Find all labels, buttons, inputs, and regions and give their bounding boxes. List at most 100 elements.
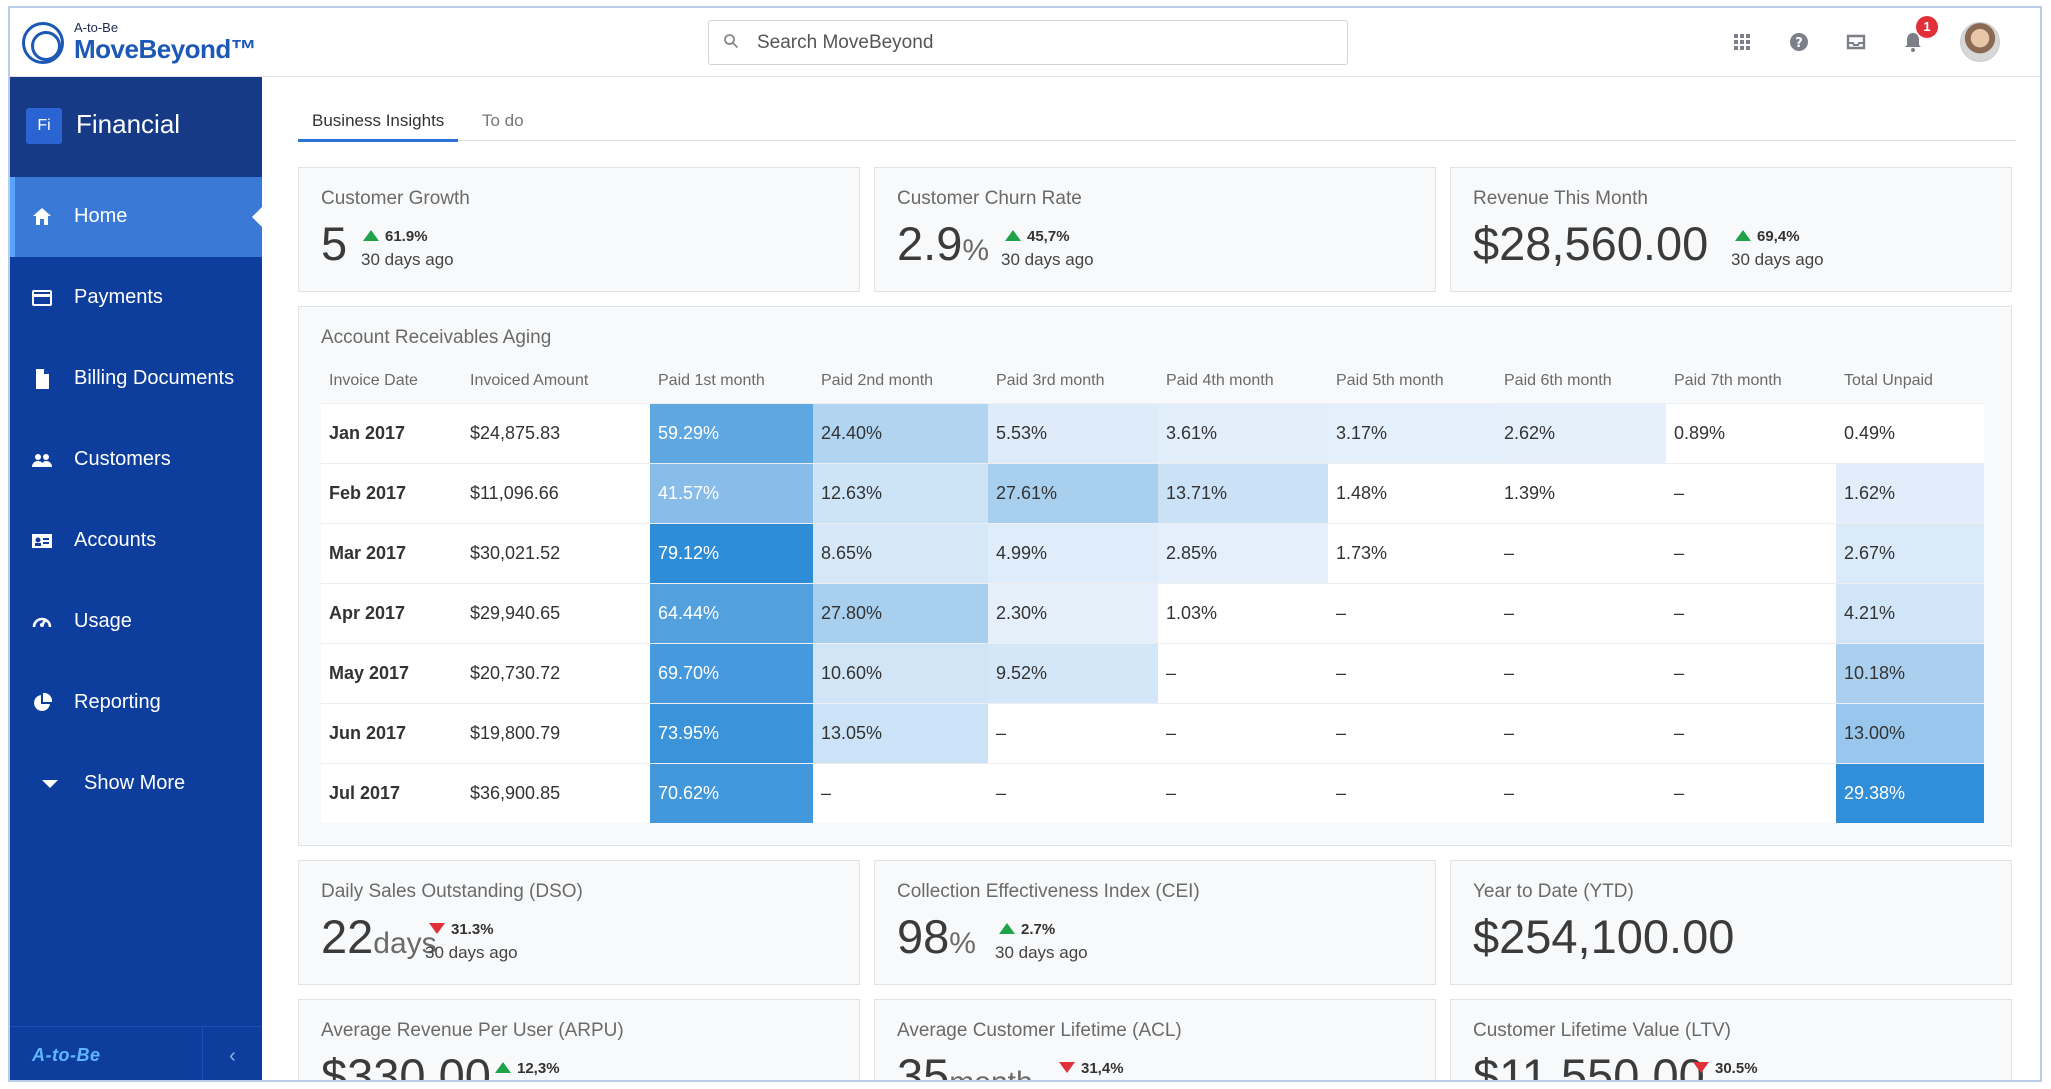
search-box[interactable] [708,20,1348,65]
paid-percent-cell: – [1496,702,1666,763]
paid-percent-cell: 3.17% [1328,402,1496,463]
paid-percent-cell: 69.70% [650,642,813,703]
kpi-period: 30 days ago [361,250,454,269]
kpi-delta: 31,4% [1059,1060,1124,1077]
notification-badge: 1 [1916,16,1938,38]
paid-percent-cell: 5.53% [988,402,1158,463]
sidebar-item-label: Payments [74,286,163,308]
search-input[interactable] [757,29,1317,57]
table-row: May 2017 $20,730.72 69.70% 10.60% 9.52% – – – –1… [321,642,1984,703]
trend-down-icon [1693,1062,1709,1073]
paid-percent-cell: 64.44% [650,582,813,643]
tab-bar: Business Insights To do [298,103,2016,142]
paid-percent-cell: 2.85% [1158,522,1328,583]
paid-percent-cell: – [1496,582,1666,643]
kpi-period: 30 days ago [1001,250,1094,269]
table-row: Jul 2017 $36,900.85 70.62% – – – – – –29.38% [321,762,1984,823]
kpi-revenue-this-month: Revenue This Month $28,560.00 69,4% 30 d… [1450,167,2012,292]
tab-to-do[interactable]: To do [482,111,524,130]
collapse-sidebar-button[interactable]: ‹ [202,1027,262,1080]
logo-company: A-to-Be [74,20,119,35]
sidebar-item-home[interactable]: Home [10,177,262,257]
sidebar-item-label: Customers [74,448,171,470]
module-title: Financial [76,109,181,139]
kpi-delta: 69,4% [1735,228,1800,245]
aging-card: Account Receivables Aging Invoice Date In… [298,306,2012,846]
avatar[interactable] [1960,22,2000,62]
module-header[interactable]: Fi Financial [10,77,262,177]
invoice-date-cell: May 2017 [321,642,462,703]
bell-icon[interactable] [1901,30,1925,54]
pie-icon [34,692,53,711]
paid-percent-cell: 2.30% [988,582,1158,643]
inbox-icon[interactable] [1844,30,1868,54]
sidebar-item-label: Billing Documents [74,367,235,389]
invoice-date-cell: Feb 2017 [321,462,462,523]
kpi-unit: % [949,927,976,960]
total-unpaid-cell: 1.62% [1836,462,1984,523]
paid-percent-cell: 4.99% [988,522,1158,583]
total-unpaid-cell: 13.00% [1836,702,1984,763]
paid-percent-cell: 79.12% [650,522,813,583]
sidebar-item-label: Reporting [74,691,161,713]
help-icon[interactable]: ? [1787,30,1811,54]
logo-product: MoveBeyond™ [74,34,257,64]
paid-percent-cell: – [1496,642,1666,703]
paid-percent-cell: 59.29% [650,402,813,463]
kpi-value: $330.00 [321,1049,491,1082]
invoiced-amount-cell: $29,940.65 [462,582,650,643]
caret-down-icon [42,780,58,788]
gauge-icon [32,617,52,628]
column-header: Paid 1st month [658,371,765,389]
kpi-dso: Daily Sales Outstanding (DSO) 22days 31.… [298,860,860,985]
app-logo[interactable]: A-to-Be MoveBeyond™ [22,18,257,70]
home-icon [33,208,51,225]
kpi-period: 30 days ago [425,943,518,962]
kpi-title: Average Customer Lifetime (ACL) [897,1020,1182,1041]
paid-percent-cell: 27.80% [813,582,988,643]
kpi-value: $254,100.00 [1473,910,1735,963]
kpi-value: 22days [321,910,437,963]
aging-table: Invoice Date Invoiced Amount Paid 1st mont… [321,359,1984,823]
paid-percent-cell: 2.62% [1496,402,1666,463]
paid-percent-cell: – [1666,762,1836,823]
people-icon [32,454,52,467]
kpi-delta: 61.9% [363,228,428,245]
kpi-period: 30 days ago [995,943,1088,962]
sidebar-item-payments[interactable]: Payments [10,258,262,338]
sidebar-item-reporting[interactable]: Reporting [10,663,262,743]
kpi-delta: 12,3% [495,1060,560,1077]
table-row: Jan 2017 $24,875.83 59.29% 24.40% 5.53% 3.61%… [321,402,1984,463]
column-header: Total Unpaid [1844,371,1933,389]
invoiced-amount-cell: $24,875.83 [462,402,650,463]
apps-grid-icon[interactable] [1730,30,1754,54]
aging-title: Account Receivables Aging [321,327,552,348]
tab-business-insights[interactable]: Business Insights [298,111,459,142]
kpi-period: 30 days ago [1731,250,1824,269]
paid-percent-cell: – [1666,642,1836,703]
main-content: Business Insights To do Customer Growth … [262,77,2040,1082]
column-header: Paid 4th month [1166,371,1274,389]
table-row: Jun 2017 $19,800.79 73.95% 13.05% – – – – –13.00… [321,702,1984,763]
kpi-title: Customer Growth [321,188,470,209]
sidebar-item-show-more[interactable]: Show More [10,744,262,824]
svg-text:?: ? [1795,36,1803,51]
sidebar-item-usage[interactable]: Usage [10,582,262,662]
sidebar: Fi Financial Home Payments Billing Docum… [10,77,262,1080]
paid-percent-cell: 1.39% [1496,462,1666,523]
paid-percent-cell: 13.71% [1158,462,1328,523]
paid-percent-cell: 13.05% [813,702,988,763]
top-bar: A-to-Be MoveBeyond™ ? 1 [10,8,2040,77]
sidebar-item-customers[interactable]: Customers [10,420,262,500]
sidebar-item-billing-documents[interactable]: Billing Documents [10,339,262,419]
paid-percent-cell: – [1666,462,1836,523]
trend-up-icon [1005,230,1021,241]
app-window: A-to-Be MoveBeyond™ ? 1 Fi Financial [8,6,2042,1082]
search-icon [724,34,739,49]
kpi-title: Year to Date (YTD) [1473,881,1634,902]
paid-percent-cell: – [1328,642,1496,703]
sidebar-item-accounts[interactable]: Accounts [10,501,262,581]
paid-percent-cell: 1.48% [1328,462,1496,523]
sidebar-item-label: Home [74,205,128,227]
kpi-value: $11,550.00 [1473,1049,1705,1082]
